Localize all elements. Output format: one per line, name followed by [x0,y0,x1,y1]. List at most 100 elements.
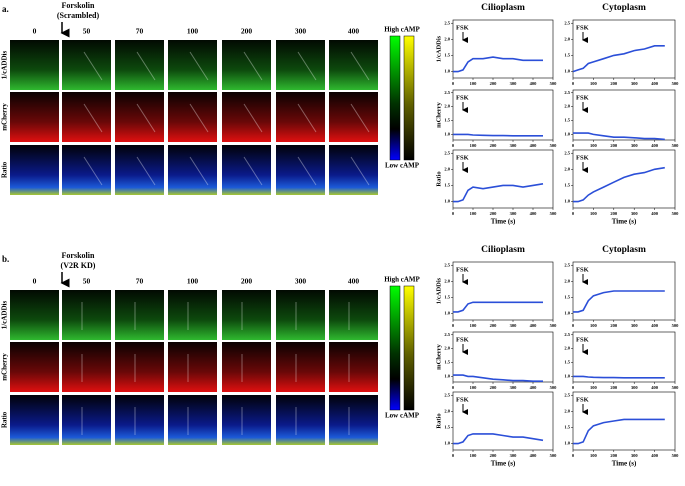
x-tick-label: 300 [510,81,518,86]
image-tile [329,145,378,195]
time-label: 100 [187,277,199,286]
colorbar [403,285,415,411]
x-tick-label: 200 [610,211,618,216]
y-tick-label: 1.5 [444,424,450,429]
y-tick-label: 1.5 [564,52,570,57]
row-label: Ratio [1,411,9,428]
x-tick-label: 300 [510,385,518,390]
image-tile [62,145,111,195]
y-tick-label: 1.0 [444,131,450,136]
x-tick-label: 0 [452,211,455,216]
x-tick-label: 200 [610,323,618,328]
x-tick-label: 500 [672,323,680,328]
y-tick-label: 2.5 [444,262,450,267]
cilium [350,51,370,81]
x-tick-label: 400 [530,385,538,390]
row-label: mCherry [1,353,9,381]
x-tick-label: 500 [672,211,680,216]
y-tick-label: 2.5 [444,20,450,25]
row-label: mCherry [1,103,9,131]
x-tick-label: 500 [550,453,558,458]
x-tick-label: 400 [530,453,538,458]
image-tile [168,145,217,195]
image-tile [62,395,111,445]
image-tile [62,92,111,142]
y-tick-label: 1.5 [444,294,450,299]
x-tick-label: 0 [452,385,455,390]
image-tile [62,290,111,340]
image-tile [222,40,271,90]
cilium [297,103,317,133]
cilium [297,51,317,81]
y-tick-label: 1.5 [564,118,570,123]
cilium [350,156,370,186]
x-tick-label: 200 [490,453,498,458]
image-tile [329,342,378,392]
plot-frame [572,391,676,451]
x-tick-label: 0 [452,323,455,328]
x-tick-label: 300 [631,211,639,216]
x-tick-label: 500 [672,453,680,458]
image-tile [329,395,378,445]
mean-line [573,132,665,141]
image-tile [115,290,164,340]
panel-label: b. [2,254,9,264]
x-tick-label: 0 [452,143,455,148]
y-tick-label: 1.5 [564,294,570,299]
y-tick-label: 2.5 [444,150,450,155]
colorbar-low: Low cAMP [385,162,420,170]
annotation: FSK [456,396,469,403]
y-tick-label: 2.0 [564,36,570,41]
y-axis-label: Ratio [435,413,442,428]
mean-line [453,133,543,137]
image-tile [168,290,217,340]
x-tick-label: 100 [590,453,598,458]
x-axis-label: Time (s) [491,460,516,468]
time-label: 0 [33,27,37,36]
x-tick-label: 100 [590,385,598,390]
y-tick-label: 2.0 [564,166,570,171]
cilium [136,156,156,186]
x-tick-label: 0 [452,453,455,458]
x-tick-label: 100 [590,323,598,328]
chart-title: Cilioplasm [481,3,525,13]
x-tick-label: 400 [530,323,538,328]
image-tile [10,92,59,142]
x-tick-label: 0 [452,81,455,86]
y-tick-label: 1.5 [564,424,570,429]
drug-label: Forskolin [62,1,95,10]
y-tick-label: 2.5 [444,90,450,95]
cilium [189,51,209,81]
time-label: 70 [136,27,144,36]
time-label: 70 [136,277,144,286]
image-tile [10,40,59,90]
cilium [350,103,370,133]
x-tick-label: 400 [651,385,659,390]
cilium [136,51,156,81]
mean-line [453,433,544,445]
x-tick-label: 0 [572,81,575,86]
plot-frame [452,19,554,79]
y-tick-label: 1.0 [564,373,570,378]
mean-line [453,56,543,73]
x-tick-label: 500 [672,385,680,390]
x-tick-label: 500 [550,81,558,86]
y-tick-label: 2.0 [564,408,570,413]
y-tick-label: 1.5 [444,52,450,57]
colorbar [389,35,401,161]
y-tick-label: 1.0 [564,199,570,204]
plot-frame [572,149,676,209]
x-tick-label: 400 [530,143,538,148]
annotation: FSK [456,94,469,101]
time-label: 200 [241,277,253,286]
image-tile [222,92,271,142]
y-tick-label: 1.0 [444,199,450,204]
x-tick-label: 400 [651,211,659,216]
x-tick-label: 200 [610,143,618,148]
y-axis-label: mCherry [435,101,442,127]
plot-frame [572,89,676,141]
y-tick-label: 1.0 [564,311,570,316]
x-tick-label: 100 [470,143,478,148]
y-tick-label: 2.0 [444,408,450,413]
annotation: FSK [576,336,589,343]
